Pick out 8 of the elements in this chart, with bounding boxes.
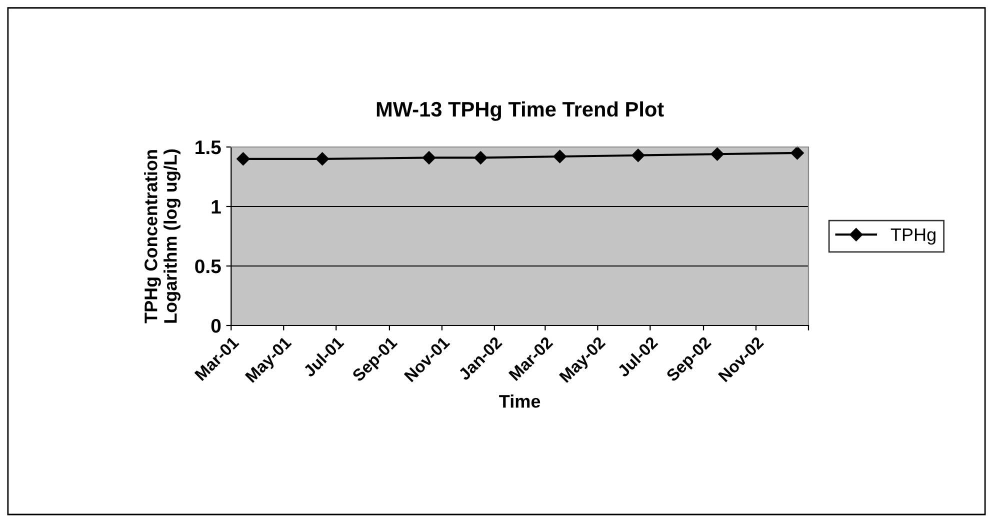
- chart-title: MW-13 TPHg Time Trend Plot: [376, 101, 664, 121]
- y-axis-title: TPHg Concentration Logarithm (log ug/L): [144, 149, 180, 324]
- legend-label: TPHg: [890, 228, 936, 245]
- y-tick-label: 0: [211, 318, 221, 333]
- x-axis-title: Time: [499, 394, 540, 408]
- y-tick-label: 0.5: [195, 259, 221, 274]
- y-tick-label: 1: [212, 200, 221, 214]
- y-tick-label: 1.5: [196, 140, 221, 154]
